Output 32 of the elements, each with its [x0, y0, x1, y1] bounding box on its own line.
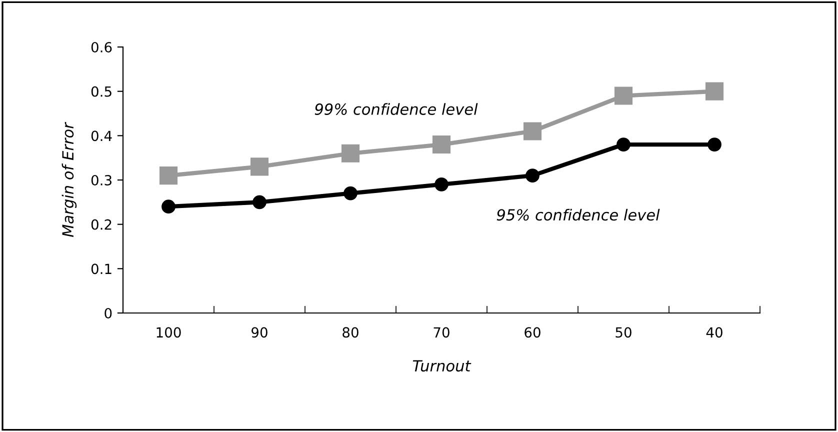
- point: [614, 86, 633, 105]
- x-tick-label: 50: [616, 327, 632, 338]
- x-tick-label: 100: [156, 327, 181, 338]
- y-tick-label: 0.4: [91, 130, 112, 142]
- point: [526, 168, 540, 183]
- point: [159, 166, 178, 185]
- x-tick-label: 40: [706, 327, 722, 338]
- y-tick-label: 0.3: [91, 174, 112, 186]
- point: [432, 136, 451, 154]
- point: [341, 144, 360, 162]
- point: [344, 186, 358, 200]
- point: [616, 138, 630, 152]
- point: [252, 195, 266, 210]
- point: [434, 177, 448, 192]
- y-tick-label: 0.6: [91, 42, 112, 52]
- y-tick-label: 0.5: [91, 86, 112, 97]
- point: [523, 122, 542, 140]
- x-tick-label: 90: [252, 327, 268, 338]
- y-tick-label: 0.2: [91, 219, 112, 230]
- point: [162, 200, 176, 214]
- series-label: 99% confidence level: [314, 103, 478, 115]
- y-tick-label: 0.1: [91, 264, 112, 274]
- x-tick-label: 60: [524, 327, 540, 338]
- point: [250, 158, 269, 176]
- series-label: 95% confidence level: [496, 208, 660, 221]
- y-axis-title: Margin of Error: [62, 122, 77, 237]
- y-tick-label: 0: [104, 308, 112, 318]
- x-tick-label: 70: [434, 327, 450, 338]
- point: [705, 82, 724, 100]
- x-axis-title: Turnout: [412, 360, 472, 372]
- x-tick-label: 80: [342, 327, 358, 338]
- point: [708, 138, 722, 152]
